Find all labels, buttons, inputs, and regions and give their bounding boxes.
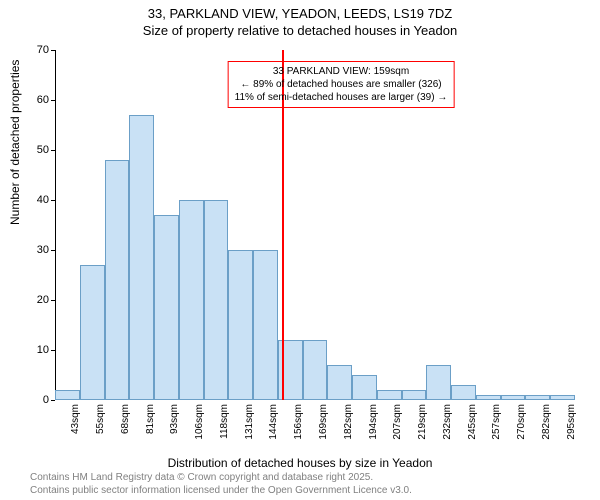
footer-line-1: Contains HM Land Registry data © Crown c… — [30, 472, 412, 485]
histogram-bar — [179, 200, 204, 400]
histogram-bar — [377, 390, 402, 400]
title-line-2: Size of property relative to detached ho… — [0, 23, 600, 40]
histogram-bar — [80, 265, 105, 400]
histogram-bar — [228, 250, 253, 400]
histogram-bar — [451, 385, 476, 400]
x-tick-label: 282sqm — [541, 404, 552, 440]
annotation-line: 11% of semi-detached houses are larger (… — [235, 91, 448, 104]
annotation-box: 33 PARKLAND VIEW: 159sqm← 89% of detache… — [228, 61, 455, 108]
y-tick-mark — [51, 200, 55, 201]
histogram-bar — [105, 160, 130, 400]
x-tick-label: 295sqm — [566, 404, 577, 440]
x-tick-label: 81sqm — [145, 404, 156, 434]
x-tick-label: 245sqm — [467, 404, 478, 440]
x-tick-label: 182sqm — [343, 404, 354, 440]
x-tick-label: 219sqm — [417, 404, 428, 440]
x-tick-label: 257sqm — [491, 404, 502, 440]
y-tick-label: 50 — [21, 144, 49, 156]
x-tick-label: 169sqm — [318, 404, 329, 440]
x-tick-label: 194sqm — [368, 404, 379, 440]
x-tick-label: 106sqm — [194, 404, 205, 440]
y-tick-mark — [51, 250, 55, 251]
y-tick-label: 20 — [21, 294, 49, 306]
x-tick-label: 43sqm — [70, 404, 81, 434]
y-tick-mark — [51, 150, 55, 151]
histogram-bar — [550, 395, 575, 400]
chart-title: 33, PARKLAND VIEW, YEADON, LEEDS, LS19 7… — [0, 0, 600, 40]
histogram-bar — [55, 390, 80, 400]
histogram-bar — [476, 395, 501, 400]
y-tick-label: 40 — [21, 194, 49, 206]
x-tick-label: 207sqm — [392, 404, 403, 440]
histogram-bar — [426, 365, 451, 400]
histogram-bar — [501, 395, 526, 400]
x-tick-label: 55sqm — [95, 404, 106, 434]
histogram-bar — [129, 115, 154, 400]
y-tick-label: 10 — [21, 344, 49, 356]
chart-container: 33, PARKLAND VIEW, YEADON, LEEDS, LS19 7… — [0, 0, 600, 500]
x-tick-label: 270sqm — [516, 404, 527, 440]
y-tick-label: 60 — [21, 94, 49, 106]
x-tick-label: 232sqm — [442, 404, 453, 440]
histogram-bar — [525, 395, 550, 400]
histogram-bar — [402, 390, 427, 400]
annotation-line: ← 89% of detached houses are smaller (32… — [235, 78, 448, 91]
x-tick-label: 156sqm — [293, 404, 304, 440]
x-tick-label: 93sqm — [169, 404, 180, 434]
y-tick-mark — [51, 50, 55, 51]
plot-area: 01020304050607043sqm55sqm68sqm81sqm93sqm… — [55, 50, 575, 400]
y-tick-label: 30 — [21, 244, 49, 256]
footer-attribution: Contains HM Land Registry data © Crown c… — [30, 472, 412, 497]
x-tick-label: 144sqm — [268, 404, 279, 440]
histogram-bar — [154, 215, 179, 400]
y-tick-mark — [51, 350, 55, 351]
y-tick-mark — [51, 400, 55, 401]
histogram-bar — [352, 375, 377, 400]
histogram-bar — [327, 365, 352, 400]
y-axis-label: Number of detached properties — [8, 60, 22, 225]
y-tick-label: 70 — [21, 44, 49, 56]
footer-line-2: Contains public sector information licen… — [30, 485, 412, 498]
y-tick-label: 0 — [21, 394, 49, 406]
x-tick-label: 68sqm — [120, 404, 131, 434]
y-tick-mark — [51, 300, 55, 301]
histogram-bar — [303, 340, 328, 400]
histogram-bar — [204, 200, 229, 400]
x-tick-label: 118sqm — [219, 404, 230, 439]
x-axis-label: Distribution of detached houses by size … — [0, 456, 600, 470]
annotation-line: 33 PARKLAND VIEW: 159sqm — [235, 65, 448, 78]
histogram-bar — [253, 250, 278, 400]
title-line-1: 33, PARKLAND VIEW, YEADON, LEEDS, LS19 7… — [0, 6, 600, 23]
y-tick-mark — [51, 100, 55, 101]
x-tick-label: 131sqm — [244, 404, 255, 440]
